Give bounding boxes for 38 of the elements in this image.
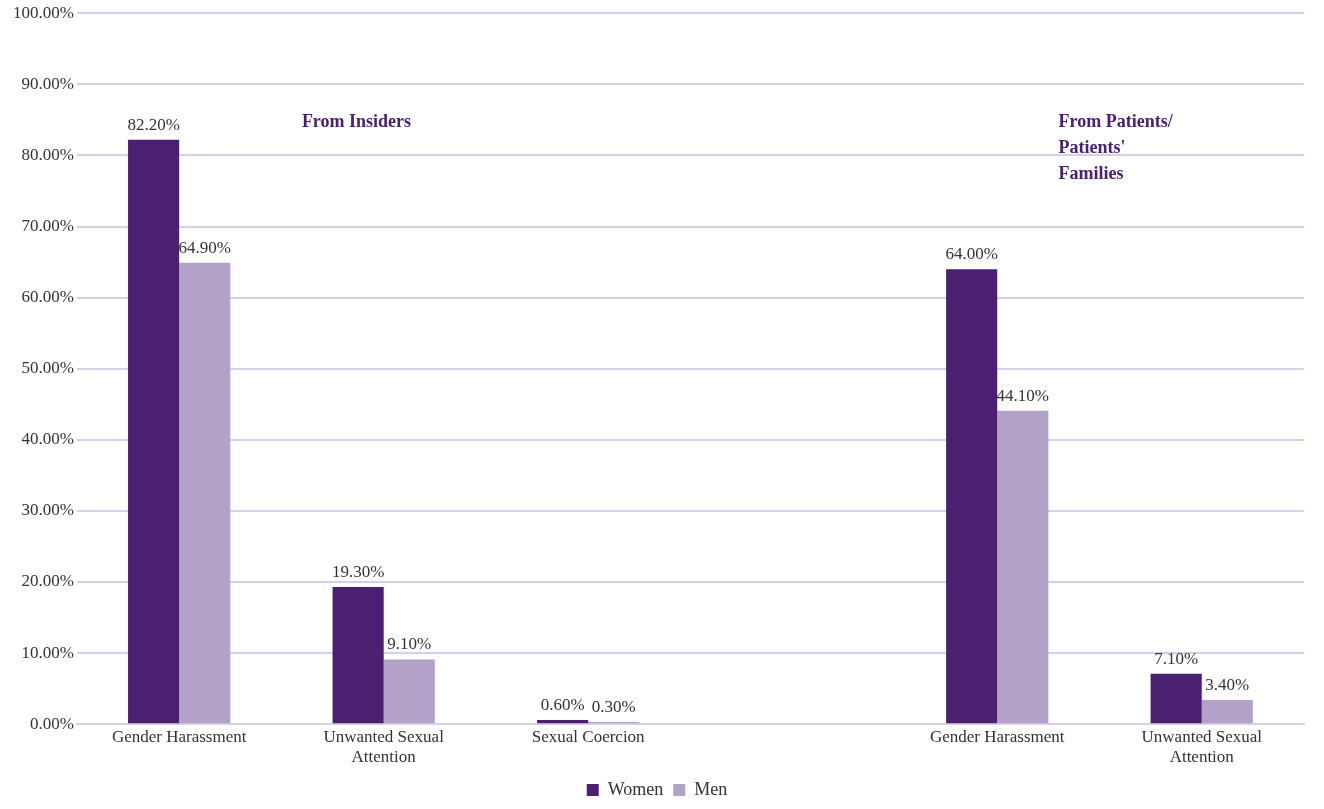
bar — [332, 586, 384, 724]
annotation: From Insiders — [301, 110, 412, 131]
y-tick-label: 40.00% — [21, 429, 74, 449]
y-tick-label: 30.00% — [21, 500, 74, 520]
data-label: 64.90% — [178, 237, 231, 257]
x-tick-label: Gender Harassment — [111, 726, 247, 746]
annotation: From Patients/ Patients' Families — [1058, 110, 1174, 183]
y-tick-label: 20.00% — [21, 571, 74, 591]
y-tick-label: 10.00% — [21, 642, 74, 662]
legend-label: Women — [607, 778, 664, 799]
bar — [383, 659, 435, 724]
data-label: 19.30% — [331, 561, 385, 581]
data-label: 9.10% — [387, 634, 432, 654]
x-tick-label: Sexual Coercion — [531, 726, 646, 746]
y-tick-label: 60.00% — [21, 287, 74, 307]
bar — [128, 139, 180, 724]
bar — [946, 269, 998, 724]
data-label: 0.30% — [591, 697, 636, 717]
y-tick-label: 50.00% — [21, 358, 74, 378]
y-tick-label: 90.00% — [21, 73, 74, 93]
y-tick-label: 80.00% — [21, 144, 74, 164]
bar — [1201, 700, 1253, 724]
x-tick-label: Unwanted Sexual Attention — [1141, 726, 1263, 767]
y-tick-label: 100.00% — [12, 2, 74, 22]
data-label: 7.10% — [1154, 648, 1199, 668]
bar — [179, 262, 231, 724]
bar — [537, 719, 589, 724]
bar — [1150, 673, 1202, 724]
y-tick-label: 70.00% — [21, 215, 74, 235]
data-label: 3.40% — [1205, 674, 1250, 694]
legend-label: Men — [694, 778, 728, 799]
x-tick-label: Unwanted Sexual Attention — [323, 726, 445, 767]
data-label: 64.00% — [945, 244, 998, 264]
y-tick-label: 0.00% — [29, 713, 74, 733]
data-label: 82.20% — [127, 114, 180, 134]
bar — [997, 410, 1049, 724]
x-tick-label: Gender Harassment — [929, 726, 1065, 746]
data-label: 0.60% — [540, 694, 585, 714]
